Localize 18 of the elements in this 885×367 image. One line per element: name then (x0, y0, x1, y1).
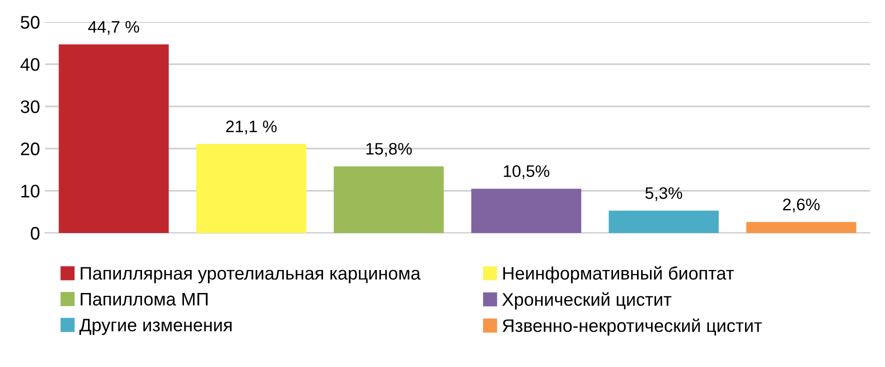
y-tick-label: 10 (21, 184, 40, 198)
y-tick-label: 50 (20, 16, 40, 29)
data-label: 21,1 % (226, 120, 277, 134)
legend-label: Другие изменения (79, 318, 232, 335)
legend-label: Хронический цистит (502, 292, 672, 310)
data-label: 15,8% (366, 142, 412, 157)
legend-label: Неинформативный биоптат (503, 266, 734, 284)
y-tick-label: 30 (20, 100, 40, 114)
data-label: 10,5% (504, 165, 550, 180)
y-tick-label: 20 (20, 142, 40, 156)
data-label: 2,6% (783, 198, 820, 212)
y-tick-label: 0 (30, 226, 40, 240)
data-label: 5,3% (645, 187, 682, 201)
data-label: 44,7 % (88, 21, 140, 35)
legend-label: Папиллярная уротелиальная карцинома (80, 267, 421, 284)
y-tick-label: 40 (20, 58, 40, 71)
legend-label: Папиллома МП (80, 292, 208, 306)
legend-label: Язвенно-некротический цистит (502, 318, 762, 336)
